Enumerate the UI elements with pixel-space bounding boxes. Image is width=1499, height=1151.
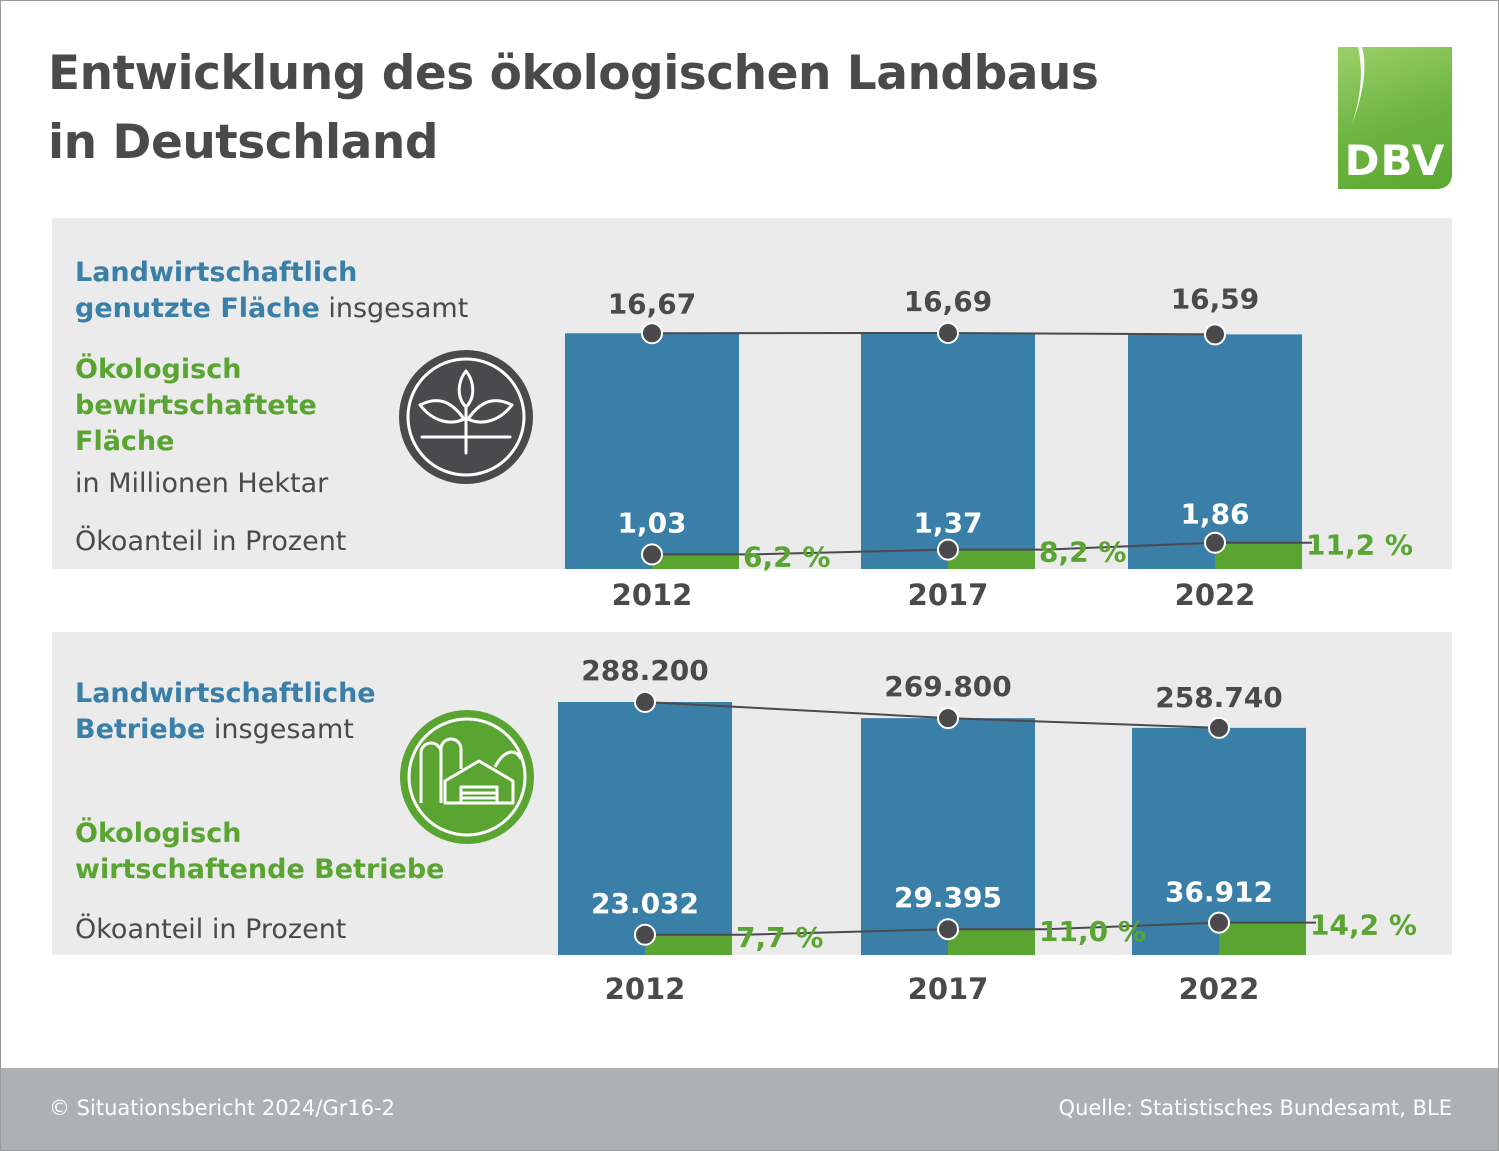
eco-value-label-2022: 36.912 xyxy=(1165,876,1273,909)
legend-share-2: Ökoanteil in Prozent xyxy=(75,914,347,945)
year-label-2012: 2012 xyxy=(605,972,686,1006)
legend-total-farms-line1: Landwirtschaftliche xyxy=(75,678,376,709)
eco-trend-link-1 xyxy=(1044,921,1220,931)
footer-source: Quelle: Statistisches Bundesamt, BLE xyxy=(1058,1096,1452,1120)
eco-bar-2012 xyxy=(645,934,732,955)
eco-point-2022 xyxy=(1208,911,1230,934)
legend-eco-farms-line2: wirtschaftende Betriebe xyxy=(75,854,445,885)
legend-total-area-line1: Landwirtschaftlich xyxy=(75,257,358,288)
total-trend-line-1 xyxy=(947,332,1216,336)
eco-point-2012 xyxy=(634,923,656,946)
legend-unit: in Millionen Hektar xyxy=(75,468,329,499)
eco-share-label-2017: 11,0 % xyxy=(1039,915,1146,948)
eco-share-label-2012: 7,7 % xyxy=(736,921,823,954)
legend-total-area: Landwirtschaftlich genutzte Fläche insge… xyxy=(75,255,468,327)
total-point-2012 xyxy=(634,691,656,713)
eco-bar-2022 xyxy=(1219,922,1306,955)
total-point-2012 xyxy=(641,322,663,345)
year-label-2012: 2012 xyxy=(612,578,693,612)
total-point-2017 xyxy=(937,707,959,730)
total-value-label-2012: 288.200 xyxy=(581,654,709,687)
eco-bar-2017 xyxy=(948,549,1035,569)
total-bar-2022 xyxy=(1128,334,1302,569)
total-bar-2017 xyxy=(861,333,1035,569)
eco-value-label-2012: 23.032 xyxy=(591,887,699,920)
eco-value-label-2022: 1,86 xyxy=(1180,498,1249,531)
eco-value-label-2012: 1,03 xyxy=(617,506,686,539)
total-value-label-2017: 16,69 xyxy=(904,285,993,318)
legend-total-farms-line2: Betriebe xyxy=(75,714,206,745)
page-title-line-2: in Deutschland xyxy=(48,115,438,170)
total-trend-line-1 xyxy=(947,717,1220,729)
total-value-label-2022: 16,59 xyxy=(1171,282,1260,315)
legend-total-farms: Landwirtschaftliche Betriebe insgesamt xyxy=(75,676,376,748)
eco-bar-2022 xyxy=(1215,542,1302,569)
eco-point-2017 xyxy=(937,538,959,561)
eco-bar-2012 xyxy=(652,554,739,569)
eco-trend-link-0 xyxy=(741,928,949,936)
eco-point-2017 xyxy=(937,918,959,941)
plant-icon xyxy=(399,350,533,484)
legend-eco-farms: Ökologisch wirtschaftende Betriebe xyxy=(75,816,444,888)
footer-copyright: © Situationsbericht 2024/Gr16-2 xyxy=(49,1096,395,1120)
logo-leaf-icon xyxy=(1352,47,1365,125)
farm-building-icon xyxy=(400,710,534,844)
total-bar-2012 xyxy=(565,333,739,569)
legend-share-1: Ökoanteil in Prozent xyxy=(75,526,347,557)
total-point-2022 xyxy=(1208,716,1230,739)
page-title-line-1: Entwicklung des ökologischen Landbaus xyxy=(48,46,1099,101)
year-label-2017: 2017 xyxy=(908,972,989,1006)
total-bar-2012 xyxy=(558,702,732,955)
legend-total-area-suffix: insgesamt xyxy=(319,293,469,324)
legend-eco-area-line1: Ökologisch xyxy=(75,354,242,385)
eco-share-label-2017: 8,2 % xyxy=(1039,536,1126,569)
total-value-label-2017: 269.800 xyxy=(884,670,1012,703)
eco-trend-link-1 xyxy=(1044,541,1216,551)
footer: © Situationsbericht 2024/Gr16-2 Quelle: … xyxy=(1,1068,1498,1150)
total-value-label-2012: 16,67 xyxy=(608,287,697,320)
dbv-logo: DBV xyxy=(1338,47,1452,189)
eco-point-2012 xyxy=(641,543,663,566)
logo-text: DBV xyxy=(1344,136,1446,185)
legend-total-farms-suffix: insgesamt xyxy=(205,714,354,745)
year-label-2022: 2022 xyxy=(1179,972,1260,1006)
legend-eco-farms-line1: Ökologisch xyxy=(75,818,242,849)
eco-value-label-2017: 29.395 xyxy=(894,881,1002,914)
total-bar-2017 xyxy=(861,718,1035,955)
eco-share-label-2012: 6,2 % xyxy=(743,540,830,573)
eco-point-2022 xyxy=(1204,531,1226,554)
total-value-label-2022: 258.740 xyxy=(1155,681,1283,714)
total-trend-line-0 xyxy=(644,701,949,720)
year-label-2022: 2022 xyxy=(1175,578,1256,612)
eco-trend-link-0 xyxy=(748,548,949,556)
legend-total-area-line2: genutzte Fläche xyxy=(75,293,320,324)
legend-eco-area-line3: Fläche xyxy=(75,426,175,457)
year-label-2017: 2017 xyxy=(908,578,989,612)
legend-eco-area-line2: bewirtschaftete xyxy=(75,390,317,421)
legend-eco-area: Ökologisch bewirtschaftete Fläche xyxy=(75,352,317,460)
charts-svg: 16,67 1,03 6,2 % 2012 16,69 1,37 8,2 % 2017 16,5… xyxy=(558,282,1417,1006)
total-point-2022 xyxy=(1204,323,1226,346)
eco-bar-2017 xyxy=(948,929,1035,955)
eco-share-label-2022: 14,2 % xyxy=(1310,909,1417,942)
total-point-2017 xyxy=(937,322,959,344)
eco-value-label-2017: 1,37 xyxy=(913,507,982,540)
eco-share-label-2022: 11,2 % xyxy=(1306,529,1413,562)
